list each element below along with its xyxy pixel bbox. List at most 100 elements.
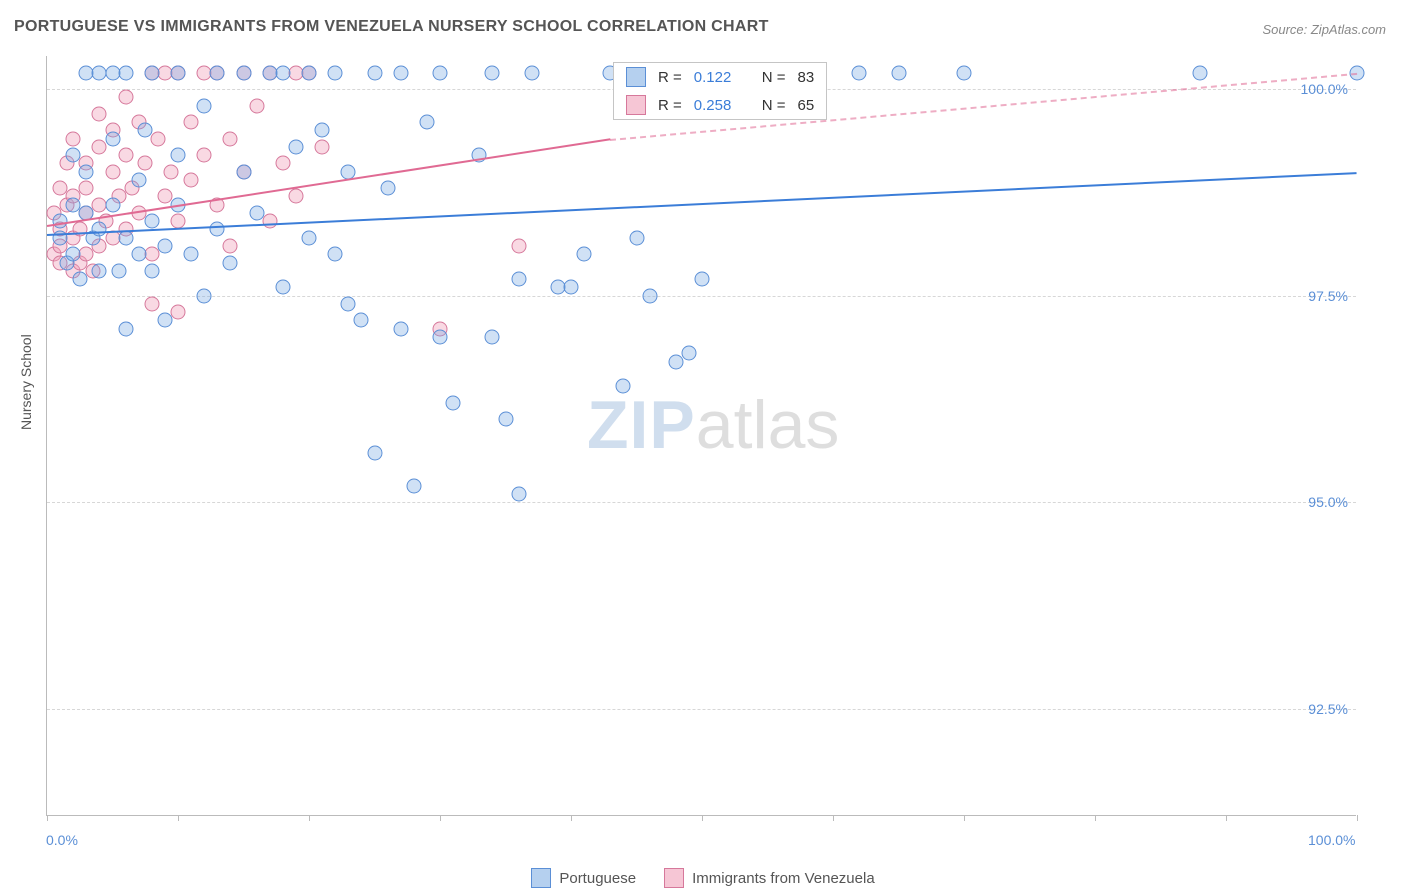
- data-point-portuguese: [681, 346, 696, 361]
- data-point-portuguese: [105, 131, 120, 146]
- data-point-venezuela: [164, 164, 179, 179]
- data-point-portuguese: [171, 148, 186, 163]
- x-tick: [178, 815, 179, 821]
- legend-label-portuguese: Portuguese: [559, 870, 636, 887]
- data-point-portuguese: [157, 239, 172, 254]
- data-point-portuguese: [852, 65, 867, 80]
- data-point-portuguese: [380, 181, 395, 196]
- correlation-stats-box: R = 0.122 N = 83 R = 0.258 N = 65: [613, 62, 827, 120]
- data-point-portuguese: [131, 247, 146, 262]
- data-point-venezuela: [262, 214, 277, 229]
- data-point-portuguese: [341, 296, 356, 311]
- chart-title: PORTUGUESE VS IMMIGRANTS FROM VENEZUELA …: [14, 18, 769, 36]
- data-point-portuguese: [577, 247, 592, 262]
- stats-r-portuguese: 0.122: [694, 69, 750, 86]
- data-point-portuguese: [112, 263, 127, 278]
- data-point-venezuela: [511, 239, 526, 254]
- data-point-venezuela: [288, 189, 303, 204]
- data-point-portuguese: [616, 379, 631, 394]
- data-point-portuguese: [393, 321, 408, 336]
- data-point-portuguese: [275, 280, 290, 295]
- data-point-portuguese: [302, 65, 317, 80]
- data-point-venezuela: [118, 148, 133, 163]
- data-point-portuguese: [446, 395, 461, 410]
- data-point-portuguese: [328, 65, 343, 80]
- stats-n-label: N =: [762, 69, 786, 86]
- x-tick: [571, 815, 572, 821]
- data-point-portuguese: [275, 65, 290, 80]
- data-point-portuguese: [498, 412, 513, 427]
- stats-row-venezuela: R = 0.258 N = 65: [614, 91, 826, 119]
- data-point-portuguese: [92, 222, 107, 237]
- x-tick: [1095, 815, 1096, 821]
- stats-r-venezuela: 0.258: [694, 97, 750, 114]
- data-point-portuguese: [105, 197, 120, 212]
- data-point-portuguese: [197, 288, 212, 303]
- bottom-legend: Portuguese Immigrants from Venezuela: [0, 868, 1406, 888]
- data-point-portuguese: [171, 65, 186, 80]
- y-tick-label: 92.5%: [1308, 701, 1348, 717]
- y-tick-label: 100.0%: [1301, 81, 1348, 97]
- data-point-portuguese: [144, 263, 159, 278]
- x-tick: [964, 815, 965, 821]
- data-point-portuguese: [118, 321, 133, 336]
- data-point-portuguese: [118, 65, 133, 80]
- data-point-portuguese: [328, 247, 343, 262]
- chart-plot-area: ZIPatlas R = 0.122 N = 83 R = 0.258 N = …: [46, 56, 1356, 816]
- data-point-portuguese: [511, 486, 526, 501]
- data-point-venezuela: [223, 239, 238, 254]
- stats-r-label: R =: [658, 97, 682, 114]
- data-point-portuguese: [288, 139, 303, 154]
- legend-item-venezuela: Immigrants from Venezuela: [664, 868, 875, 888]
- data-point-venezuela: [79, 181, 94, 196]
- y-axis-label: Nursery School: [18, 334, 34, 430]
- data-point-portuguese: [433, 65, 448, 80]
- data-point-portuguese: [315, 123, 330, 138]
- data-point-venezuela: [144, 296, 159, 311]
- data-point-portuguese: [891, 65, 906, 80]
- watermark: ZIPatlas: [587, 386, 839, 464]
- data-point-venezuela: [105, 164, 120, 179]
- data-point-venezuela: [66, 131, 81, 146]
- data-point-venezuela: [92, 106, 107, 121]
- data-point-venezuela: [315, 139, 330, 154]
- data-point-portuguese: [564, 280, 579, 295]
- data-point-portuguese: [138, 123, 153, 138]
- data-point-venezuela: [184, 115, 199, 130]
- data-point-portuguese: [485, 65, 500, 80]
- gridline: [47, 296, 1356, 297]
- stats-n-label: N =: [762, 97, 786, 114]
- data-point-portuguese: [354, 313, 369, 328]
- swatch-portuguese: [626, 67, 646, 87]
- data-point-portuguese: [302, 230, 317, 245]
- gridline: [47, 709, 1356, 710]
- watermark-zip: ZIP: [587, 387, 696, 463]
- data-point-portuguese: [236, 65, 251, 80]
- x-tick: [440, 815, 441, 821]
- data-point-portuguese: [367, 65, 382, 80]
- x-tick: [47, 815, 48, 821]
- y-tick-label: 95.0%: [1308, 494, 1348, 510]
- data-point-portuguese: [406, 478, 421, 493]
- data-point-venezuela: [138, 156, 153, 171]
- data-point-portuguese: [79, 164, 94, 179]
- data-point-portuguese: [524, 65, 539, 80]
- data-point-venezuela: [223, 131, 238, 146]
- data-point-portuguese: [433, 329, 448, 344]
- x-tick-label-max: 100.0%: [1308, 832, 1355, 848]
- data-point-portuguese: [210, 65, 225, 80]
- swatch-venezuela: [626, 95, 646, 115]
- source-attribution: Source: ZipAtlas.com: [1262, 22, 1386, 37]
- x-tick: [1226, 815, 1227, 821]
- data-point-portuguese: [393, 65, 408, 80]
- data-point-venezuela: [118, 90, 133, 105]
- x-tick-label-min: 0.0%: [46, 832, 78, 848]
- legend-label-venezuela: Immigrants from Venezuela: [692, 870, 875, 887]
- data-point-portuguese: [419, 115, 434, 130]
- trendline-portuguese: [47, 172, 1357, 236]
- data-point-portuguese: [1192, 65, 1207, 80]
- x-tick: [702, 815, 703, 821]
- data-point-portuguese: [72, 272, 87, 287]
- data-point-portuguese: [236, 164, 251, 179]
- data-point-portuguese: [210, 222, 225, 237]
